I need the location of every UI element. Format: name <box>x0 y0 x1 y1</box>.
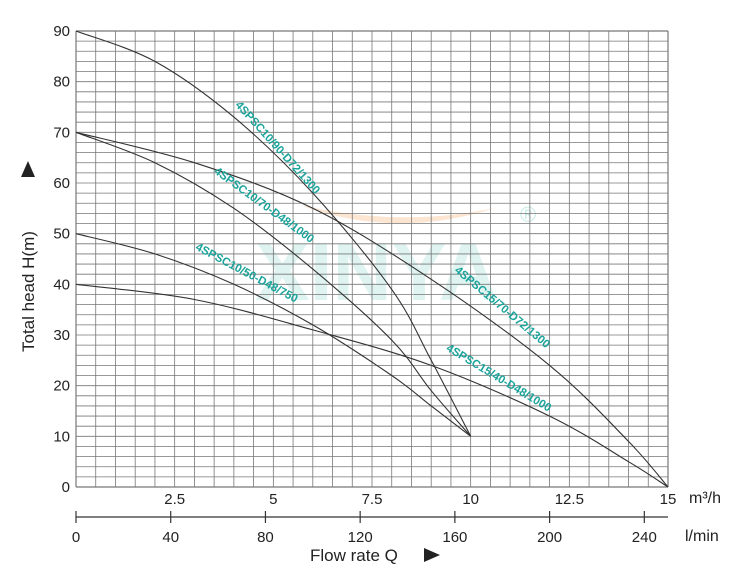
x-tick-label-lmin: 160 <box>442 529 467 546</box>
y-tick-label: 20 <box>53 378 70 395</box>
series-line <box>75 131 669 488</box>
x-tick-label-lmin: 40 <box>162 529 179 546</box>
x-tick-label-lmin: 240 <box>632 529 657 546</box>
x-axis-arrow-icon <box>424 548 440 562</box>
y-axis-arrow-icon <box>21 161 35 177</box>
series-label: 4SPSC10/90-D72/1300 <box>233 99 322 196</box>
x-unit-bottom: l/min <box>685 528 719 545</box>
watermark: XINYA ® <box>255 202 536 318</box>
y-tick-label: 10 <box>53 428 70 445</box>
x-tick-label-lmin: 200 <box>537 529 562 546</box>
watermark-swoosh <box>300 205 495 224</box>
x-tick-label-m3h: 5 <box>269 491 277 508</box>
y-tick-label: 0 <box>62 479 70 496</box>
series-label: 4SPSC15/40-D48/1000 <box>444 342 553 414</box>
y-tick-label: 90 <box>53 23 70 40</box>
x-tick-label-m3h: 10 <box>462 491 479 508</box>
x-tick-label-lmin: 80 <box>257 529 274 546</box>
x-tick-label-m3h: 2.5 <box>164 491 185 508</box>
curves <box>75 30 669 488</box>
y-tick-label: 60 <box>53 175 70 192</box>
x-tick-label-m3h: 7.5 <box>362 491 383 508</box>
y-tick-label: 80 <box>53 74 70 91</box>
axes: m³/h l/min Flow rate Q Total head H(m) 0… <box>19 23 721 565</box>
x-axis-title: Flow rate Q <box>310 546 398 565</box>
x-tick-label-m3h: 12.5 <box>555 491 584 508</box>
x-tick-label-lmin: 120 <box>348 529 373 546</box>
x-tick-label-lmin: 0 <box>72 529 80 546</box>
series-line <box>75 233 472 437</box>
watermark-text: XINYA <box>255 227 498 318</box>
x-unit-top: m³/h <box>689 490 721 507</box>
y-tick-label: 70 <box>53 124 70 141</box>
series-line <box>75 283 669 488</box>
x-tick-label-m3h: 15 <box>660 491 677 508</box>
y-tick-label: 50 <box>53 226 70 243</box>
y-axis-title: Total head H(m) <box>19 231 38 352</box>
series-line <box>75 30 472 437</box>
watermark-registered-mark: ® <box>520 202 536 227</box>
y-tick-label: 30 <box>53 327 70 344</box>
grid <box>75 30 669 488</box>
series-line <box>75 131 472 437</box>
y-tick-label: 40 <box>53 276 70 293</box>
